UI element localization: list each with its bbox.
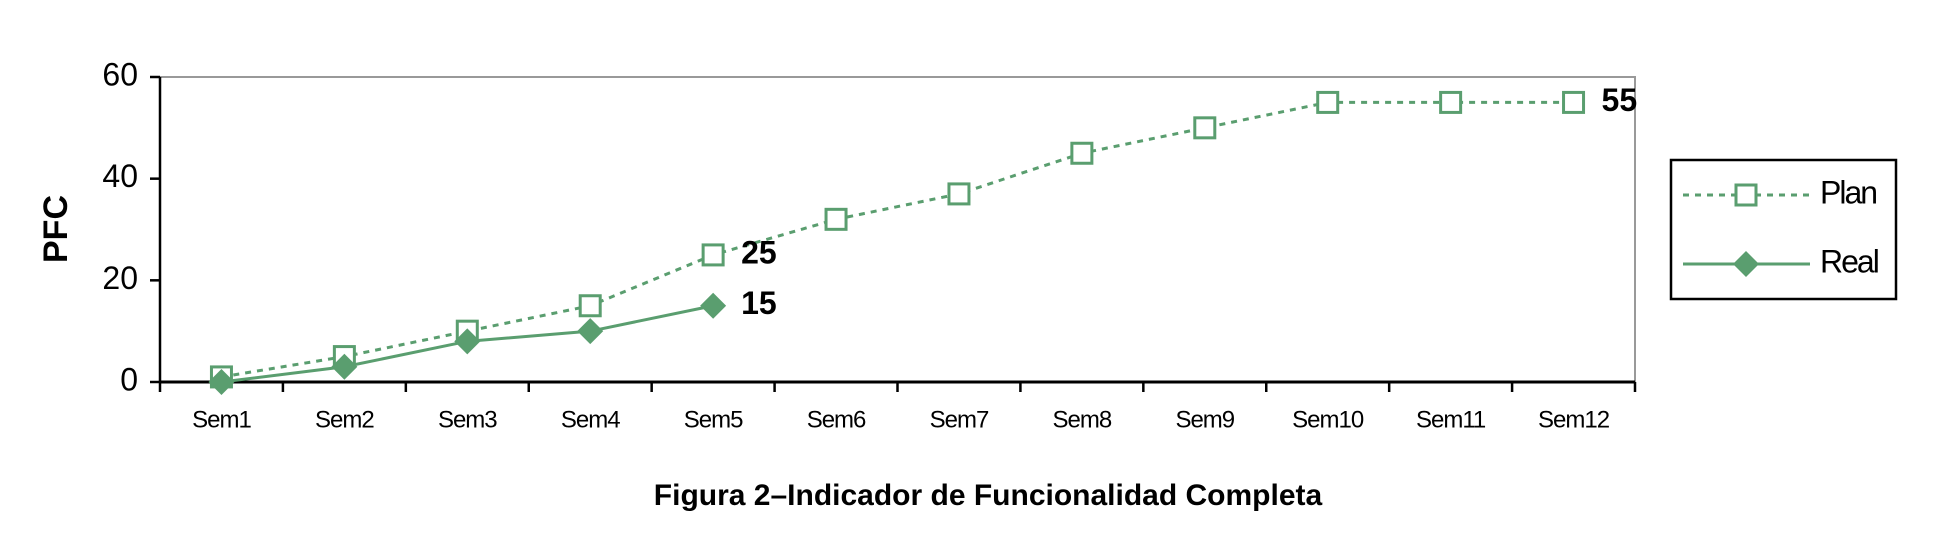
x-tick-label: Sem3: [438, 406, 497, 433]
point: [578, 294, 602, 318]
point: [331, 353, 358, 380]
point: [947, 182, 971, 206]
point: [208, 369, 235, 395]
data-label: 55: [1602, 82, 1638, 118]
y-tick-label: 20: [102, 260, 138, 296]
data-label: 15: [741, 285, 777, 321]
x-tick-label: Sem11: [1416, 406, 1486, 433]
y-tick-label: 60: [102, 56, 138, 92]
x-tick-label: Sem6: [807, 406, 866, 433]
caption: Figura 2–Indicador de Funcionalidad Comp…: [654, 479, 1323, 512]
x-tick-label: Sem9: [1175, 406, 1234, 433]
point: [1316, 90, 1340, 114]
point: [454, 328, 481, 355]
point: [577, 318, 604, 345]
point: [1562, 90, 1586, 114]
x-tick-label: Sem2: [315, 406, 374, 433]
x-tick-label: Sem8: [1053, 406, 1112, 433]
x-tick-label: Sem10: [1292, 406, 1364, 433]
y-tick-label: 0: [120, 361, 138, 397]
legend-marker: [1733, 251, 1759, 277]
legend-marker: [1734, 183, 1758, 207]
legend-label: Plan: [1820, 174, 1876, 210]
x-tick-label: Sem12: [1538, 406, 1610, 433]
plot-area: [159, 76, 1636, 383]
series-line: [221, 100, 1574, 379]
x-tick-label: Sem4: [561, 406, 620, 433]
point: [824, 207, 848, 231]
y-tick-label: 40: [102, 158, 138, 194]
point: [701, 243, 725, 267]
point: [1439, 90, 1463, 114]
legend-label: Real: [1820, 243, 1878, 279]
point: [1070, 141, 1094, 165]
point: [1193, 116, 1217, 140]
x-tick-label: Sem5: [684, 406, 743, 433]
y-axis-label: PFC: [37, 195, 75, 263]
legend-box: [1669, 158, 1898, 301]
x-tick-label: Sem7: [930, 406, 989, 433]
x-tick-label: Sem1: [192, 406, 251, 433]
data-label: 25: [741, 234, 777, 270]
point: [700, 292, 727, 319]
